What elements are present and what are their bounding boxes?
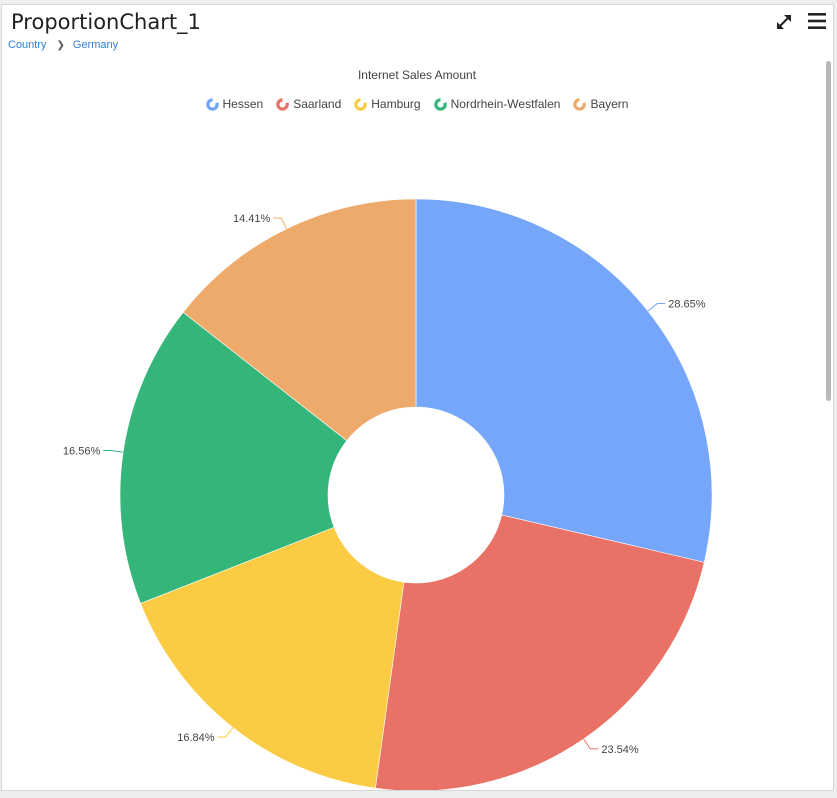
legend-label: Hamburg xyxy=(371,97,421,111)
slice-hamburg[interactable] xyxy=(140,526,405,789)
label-connector xyxy=(647,303,666,312)
slice-nordrhein-westfalen[interactable] xyxy=(119,311,348,604)
legend-donut-icon xyxy=(205,97,219,111)
chart-title: Internet Sales Amount xyxy=(357,68,477,82)
data-label: 14.41% xyxy=(233,213,271,225)
legend-label: Hessen xyxy=(222,97,264,111)
breadcrumb-item-country[interactable]: Country xyxy=(8,39,47,51)
slice-bayern[interactable] xyxy=(182,198,417,442)
data-label: 16.84% xyxy=(177,732,215,744)
label-connector xyxy=(583,738,599,750)
legend-label: Saarland xyxy=(293,97,342,111)
slice-hessen[interactable] xyxy=(415,198,713,563)
legend-label: Bayern xyxy=(590,97,629,111)
legend-label: Nordrhein-Westfalen xyxy=(450,97,561,111)
legend-donut-icon xyxy=(573,97,587,111)
vertical-scrollbar[interactable] xyxy=(826,61,831,401)
data-label: 28.65% xyxy=(668,299,706,311)
slice-saarland[interactable] xyxy=(375,514,705,791)
legend-item-hamburg[interactable]: Hamburg xyxy=(354,97,421,111)
breadcrumb: Country ❯ Germany xyxy=(8,39,118,51)
data-label: 16.56% xyxy=(63,445,101,457)
legend-item-hessen[interactable]: Hessen xyxy=(205,97,264,111)
legend-item-saarland[interactable]: Saarland xyxy=(276,97,341,111)
data-label: 23.54% xyxy=(601,744,639,756)
donut-chart: 28.65% 23.54% 16.84% 16.56% 14.41% xyxy=(63,198,713,791)
widget-title: ProportionChart_1 xyxy=(11,10,201,34)
label-connector xyxy=(217,727,234,738)
legend-donut-icon xyxy=(354,97,368,111)
legend-item-bayern[interactable]: Bayern xyxy=(573,97,628,111)
chart-legend: Hessen Saarland Hamburg Nordrhein-Westfalen… xyxy=(2,97,832,111)
expand-icon[interactable] xyxy=(774,12,794,32)
menu-icon[interactable] xyxy=(806,10,828,32)
legend-donut-icon xyxy=(433,97,447,111)
chevron-right-icon: ❯ xyxy=(56,39,65,51)
chart-panel: ProportionChart_1 Country ❯ Germany Inte… xyxy=(1,4,834,791)
breadcrumb-item-germany[interactable]: Germany xyxy=(72,39,119,51)
label-connector xyxy=(273,217,287,230)
legend-item-nordrhein-westfalen[interactable]: Nordrhein-Westfalen xyxy=(433,97,561,111)
legend-donut-icon xyxy=(276,97,289,111)
label-connector xyxy=(103,449,124,453)
